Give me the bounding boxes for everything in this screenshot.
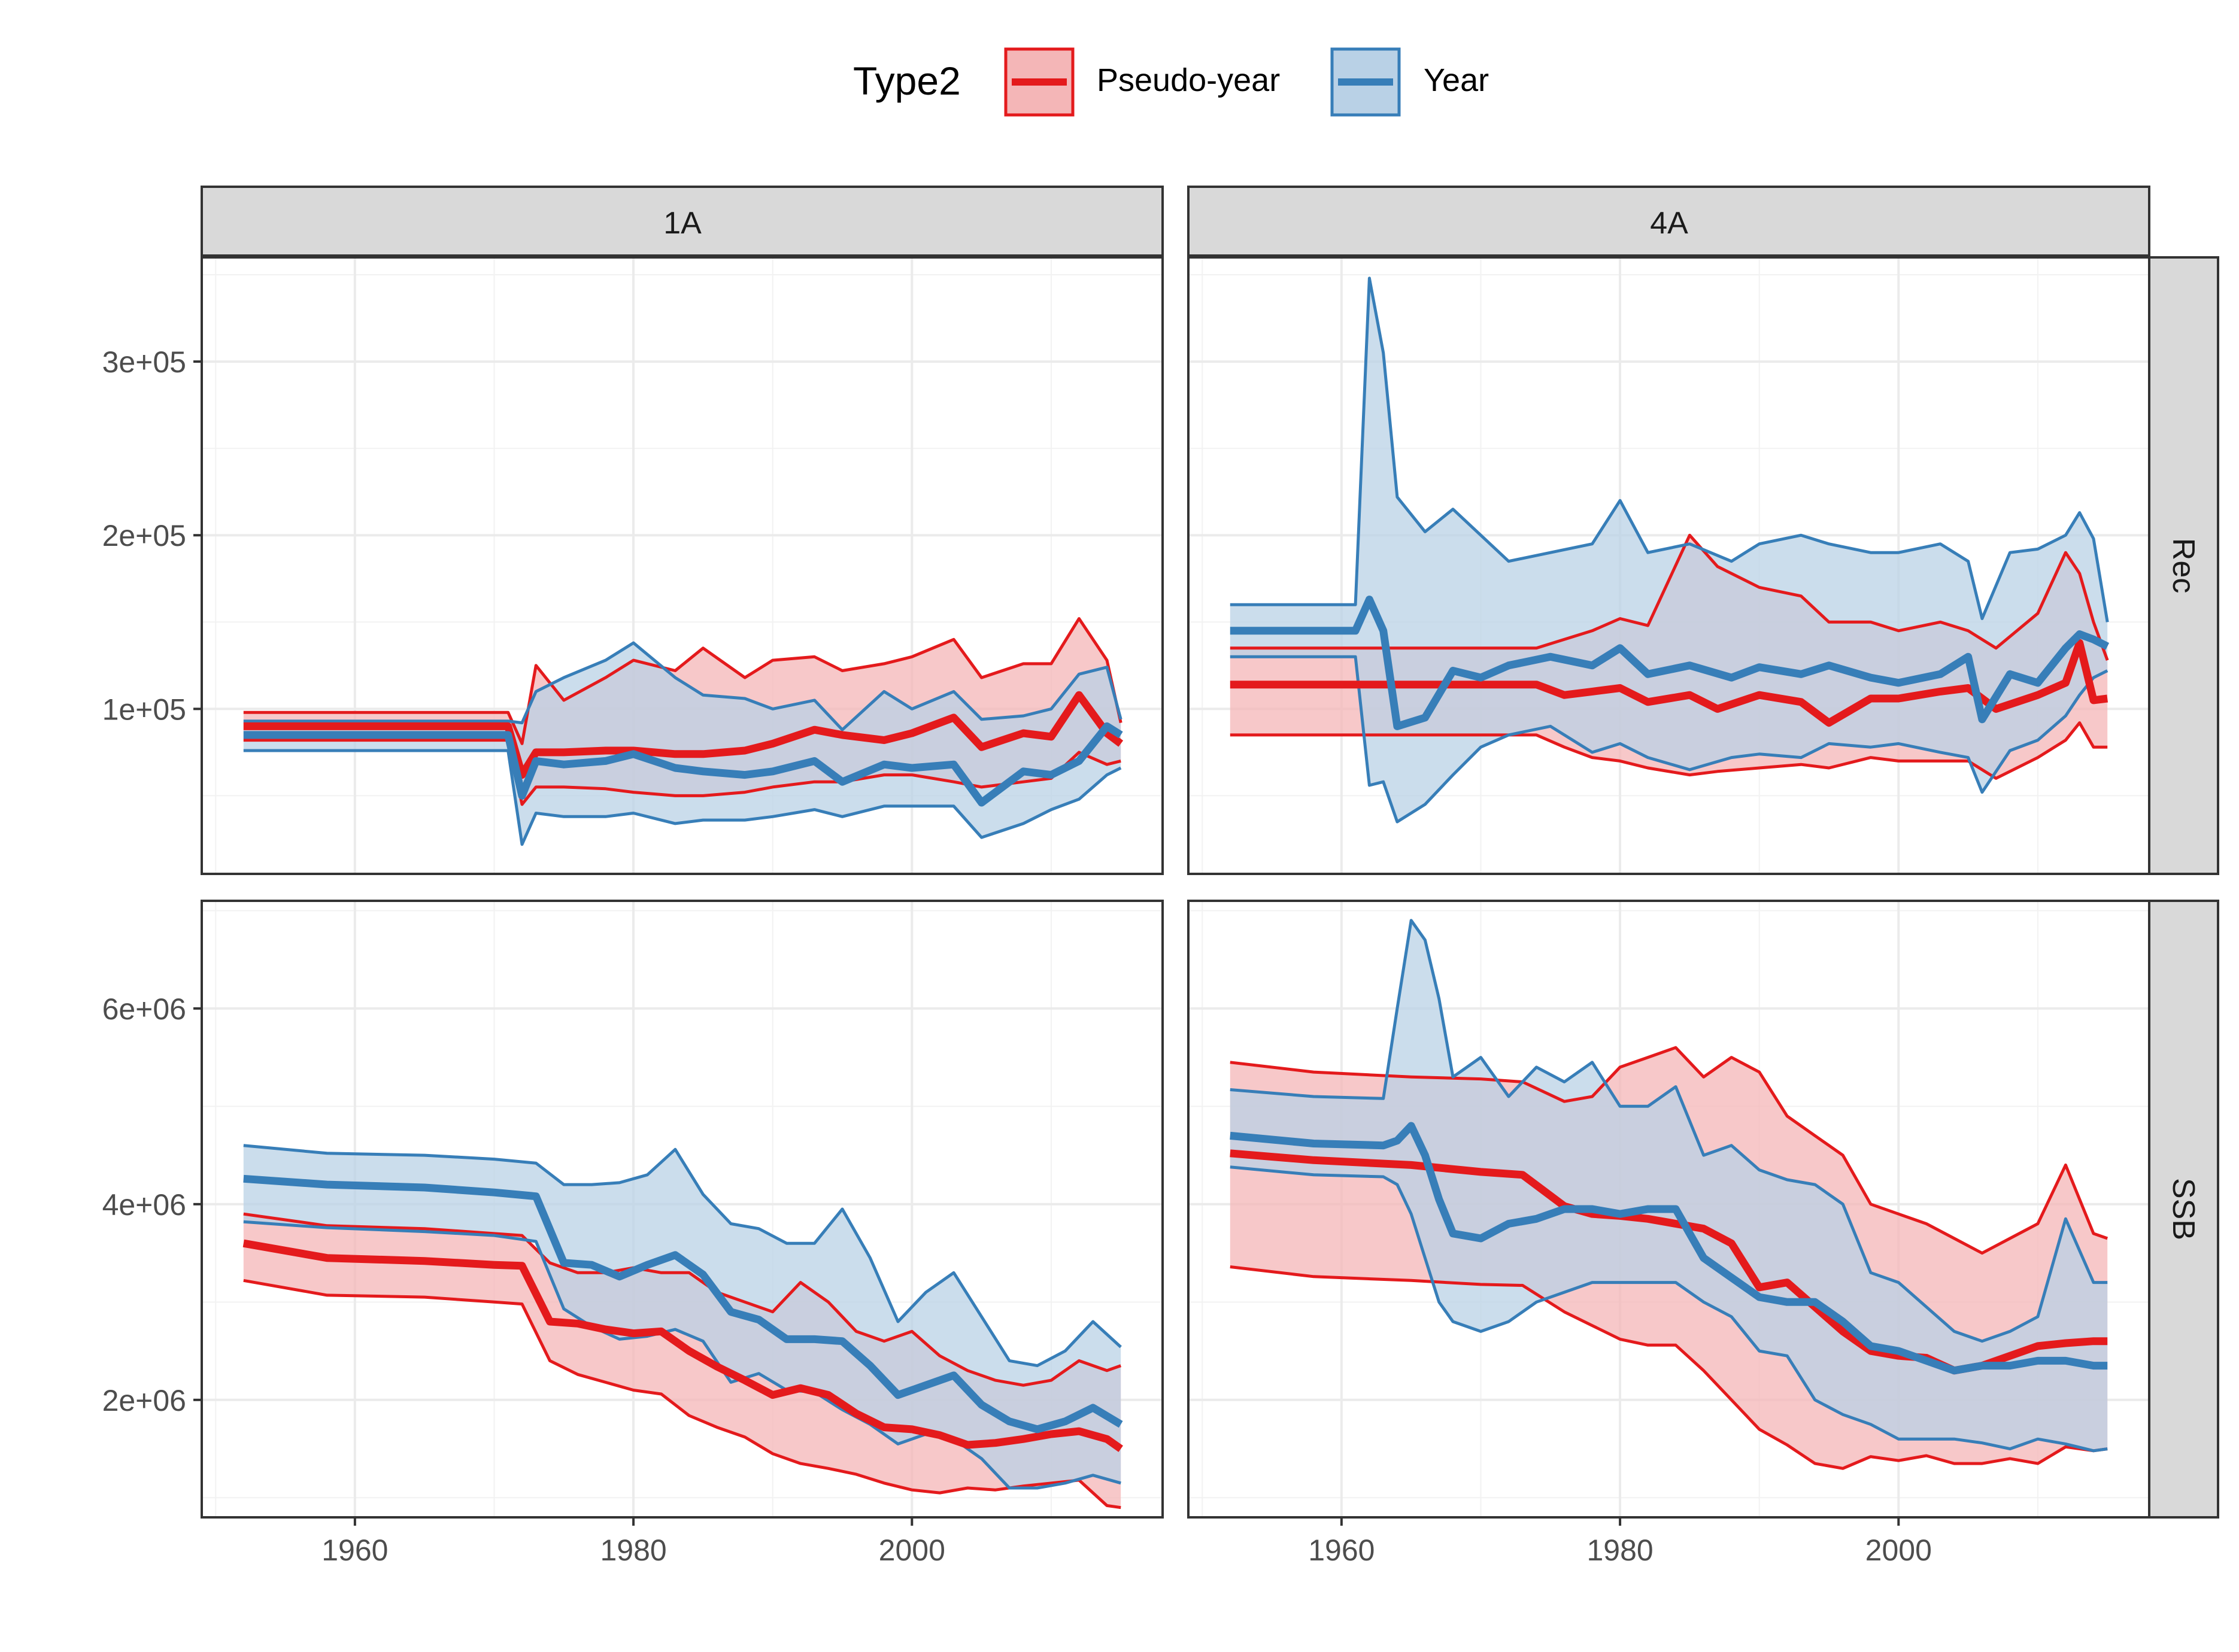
strip-background <box>1187 186 2150 257</box>
y-axis-SSB: 2e+06 4e+06 6e+06 <box>102 992 202 1417</box>
legend-label-year: Year <box>1424 62 1489 98</box>
y-tick-label: 3e+05 <box>102 345 186 379</box>
x-tick-label: 2000 <box>1865 1533 1932 1567</box>
x-axis-1A: 1960 1980 2000 <box>321 1517 945 1567</box>
ribbon-lower-year <box>243 749 1122 846</box>
median-line-pseudo-year <box>1230 639 2108 727</box>
ribbon-upper-year <box>1230 277 2109 622</box>
x-tick-label: 1980 <box>1586 1533 1653 1567</box>
median-line-year <box>243 722 1123 807</box>
y-tick-label: 4e+06 <box>102 1188 186 1222</box>
legend-item-pseudo-year: Pseudo-year <box>1004 47 1280 117</box>
legend-title: Type2 <box>853 59 961 103</box>
y-tick-label: 2e+05 <box>102 519 186 552</box>
facet-strip-row-Rec: Rec <box>2148 256 2219 875</box>
panel-4A-Rec <box>1187 256 2150 875</box>
median-line-year <box>243 1174 1123 1434</box>
x-tick-label: 1960 <box>321 1533 388 1567</box>
panel-4A-SSB <box>1187 900 2150 1519</box>
y-axis-Rec: 1e+05 2e+05 3e+05 <box>102 345 202 726</box>
median-line-pseudo-year <box>1230 1149 2108 1375</box>
legend-label-pseudo-year: Pseudo-year <box>1097 62 1280 98</box>
legend: Type2 Pseudo-year Year <box>853 47 1489 117</box>
median-line-year <box>1230 1122 2108 1375</box>
ribbon-upper-pseudo-year <box>243 1212 1122 1387</box>
ribbon-year <box>243 643 1121 845</box>
y-tick-label: 6e+06 <box>102 992 186 1026</box>
strip-background <box>201 186 1164 257</box>
strip-label-Rec: Rec <box>2166 538 2201 593</box>
median-line-year <box>1230 596 2110 730</box>
x-tick-label: 1960 <box>1308 1533 1375 1567</box>
legend-item-year: Year <box>1330 47 1489 117</box>
panels-layer <box>201 256 2150 1519</box>
ribbon-upper-pseudo-year <box>1230 533 2109 661</box>
ribbon-lower-pseudo-year <box>1230 721 2108 780</box>
axes-layer: 1e+05 2e+05 3e+05 2e+06 4e+06 6e+06 1960 1980 20… <box>102 345 1932 1567</box>
x-tick-label: 2000 <box>879 1533 945 1567</box>
facet-strip-col-1A: 1A <box>201 186 1164 257</box>
ribbon-lower-pseudo-year <box>243 739 1121 806</box>
x-axis-4A: 1960 1980 2000 <box>1308 1517 1932 1567</box>
ribbon-upper-pseudo-year <box>243 617 1122 745</box>
ribbon-lower-year <box>243 1220 1121 1490</box>
ribbon-upper-pseudo-year <box>1230 1046 2108 1255</box>
ribbon-lower-pseudo-year <box>1230 1265 2108 1470</box>
panel-border <box>1187 900 2150 1519</box>
ribbon-upper-year <box>243 641 1122 731</box>
ribbon-upper-year <box>1230 919 2108 1343</box>
facet-strip-col-4A: 4A <box>1187 186 2150 257</box>
panel-border <box>201 256 1164 875</box>
ribbon-upper-year <box>243 1144 1122 1368</box>
x-tick-label: 1980 <box>600 1533 666 1567</box>
facet-strip-row-SSB: SSB <box>2148 900 2219 1519</box>
panel-1A-SSB <box>201 900 1164 1519</box>
panel-1A-Rec <box>201 256 1164 875</box>
strip-label-4A: 4A <box>1650 206 1688 241</box>
y-tick-label: 1e+05 <box>102 693 186 726</box>
median-line-pseudo-year <box>243 691 1124 779</box>
y-tick-label: 2e+06 <box>102 1384 186 1417</box>
strip-label-SSB: SSB <box>2166 1178 2201 1240</box>
strip-label-1A: 1A <box>663 206 702 241</box>
strip-background <box>2148 256 2219 875</box>
panel-border <box>1187 256 2150 875</box>
ribbon-lower-year <box>1230 1165 2108 1453</box>
panel-border <box>201 900 1164 1519</box>
median-line-pseudo-year <box>242 1239 1123 1452</box>
ribbon-year <box>1230 920 2108 1451</box>
ribbon-lower-year <box>1230 655 2108 824</box>
